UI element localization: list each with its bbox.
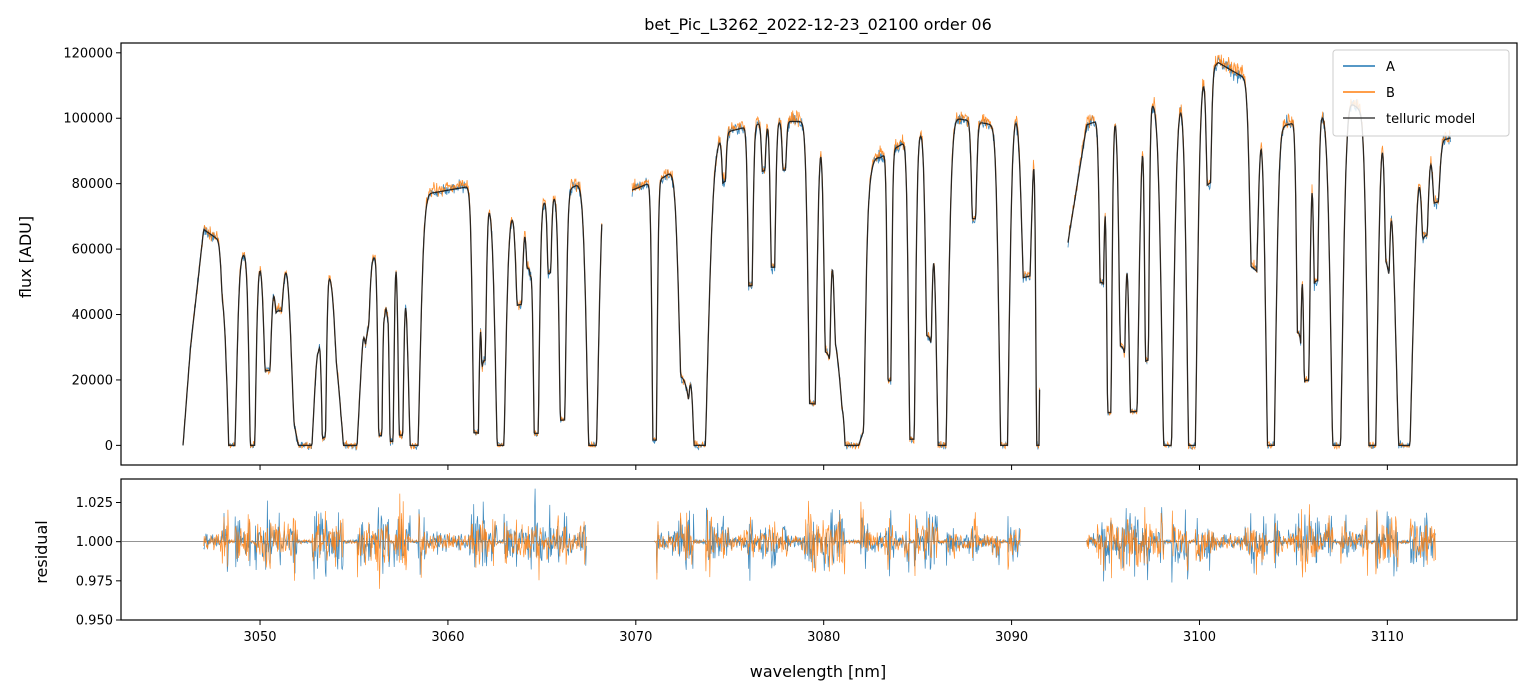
flux-y-tick-20000: 20000 [72, 373, 113, 388]
flux-x-ticks [259, 465, 1388, 470]
legend-label-a: A [1386, 60, 1395, 75]
flux-y-tick-labels: 0 20000 40000 60000 80000 100000 120000 [63, 46, 113, 454]
flux-y-tick-60000: 60000 [72, 243, 113, 258]
residual-x-tick-labels: 3050 3060 3070 3080 3090 3100 3110 [243, 630, 1403, 645]
residual-panel-frame [120, 478, 1518, 621]
legend: A B telluric model [1332, 49, 1510, 137]
flux-y-ticks [116, 52, 121, 446]
legend-box [1332, 49, 1510, 137]
residual-y-tick-0975: 0.975 [76, 574, 113, 589]
residual-y-tick-labels: 0.950 0.975 1.000 1.025 [76, 496, 113, 629]
x-axis-label: wavelength [nm] [750, 662, 887, 681]
x-tick-3090: 3090 [995, 630, 1028, 645]
flux-series [182, 54, 1452, 451]
x-tick-3070: 3070 [619, 630, 652, 645]
telluric-model-segment-1 [631, 118, 1041, 447]
residual-y-tick-1025: 1.025 [76, 496, 113, 511]
x-tick-3100: 3100 [1183, 630, 1216, 645]
residual-y-tick-1000: 1.000 [76, 535, 113, 550]
telluric-model-segment-0 [182, 185, 603, 447]
residual-b-segment-2 [1086, 504, 1436, 579]
residual-panel: 0.950 0.975 1.000 1.025 3050 3060 3070 3… [32, 478, 1518, 681]
flux-y-tick-0: 0 [105, 439, 113, 454]
flux-y-axis-label: flux [ADU] [16, 216, 35, 298]
residual-y-axis-label: residual [32, 520, 51, 583]
residual-b-segment-1 [654, 500, 1021, 580]
flux-y-tick-40000: 40000 [72, 308, 113, 323]
x-tick-3080: 3080 [807, 630, 840, 645]
telluric-model-segment-2 [1067, 61, 1451, 447]
flux-panel-frame [120, 42, 1518, 466]
flux-y-tick-120000: 120000 [63, 46, 113, 61]
legend-label-b: B [1386, 86, 1395, 101]
flux-panel: 0 20000 40000 60000 80000 100000 120000 … [16, 42, 1518, 470]
residual-y-tick-0950: 0.950 [76, 614, 113, 629]
chart-title: bet_Pic_L3262_2022-12-23_02100 order 06 [644, 15, 992, 35]
residual-b-segment-0 [203, 493, 587, 589]
x-tick-3050: 3050 [243, 630, 276, 645]
residual-y-ticks [116, 502, 121, 621]
residual-series [121, 488, 1517, 589]
flux-y-tick-100000: 100000 [63, 112, 113, 127]
residual-x-ticks [259, 620, 1388, 625]
legend-label-telluric: telluric model [1386, 112, 1475, 127]
residual-a-segment-2 [1086, 507, 1436, 583]
x-tick-3060: 3060 [431, 630, 464, 645]
flux-y-tick-80000: 80000 [72, 177, 113, 192]
x-tick-3110: 3110 [1371, 630, 1404, 645]
